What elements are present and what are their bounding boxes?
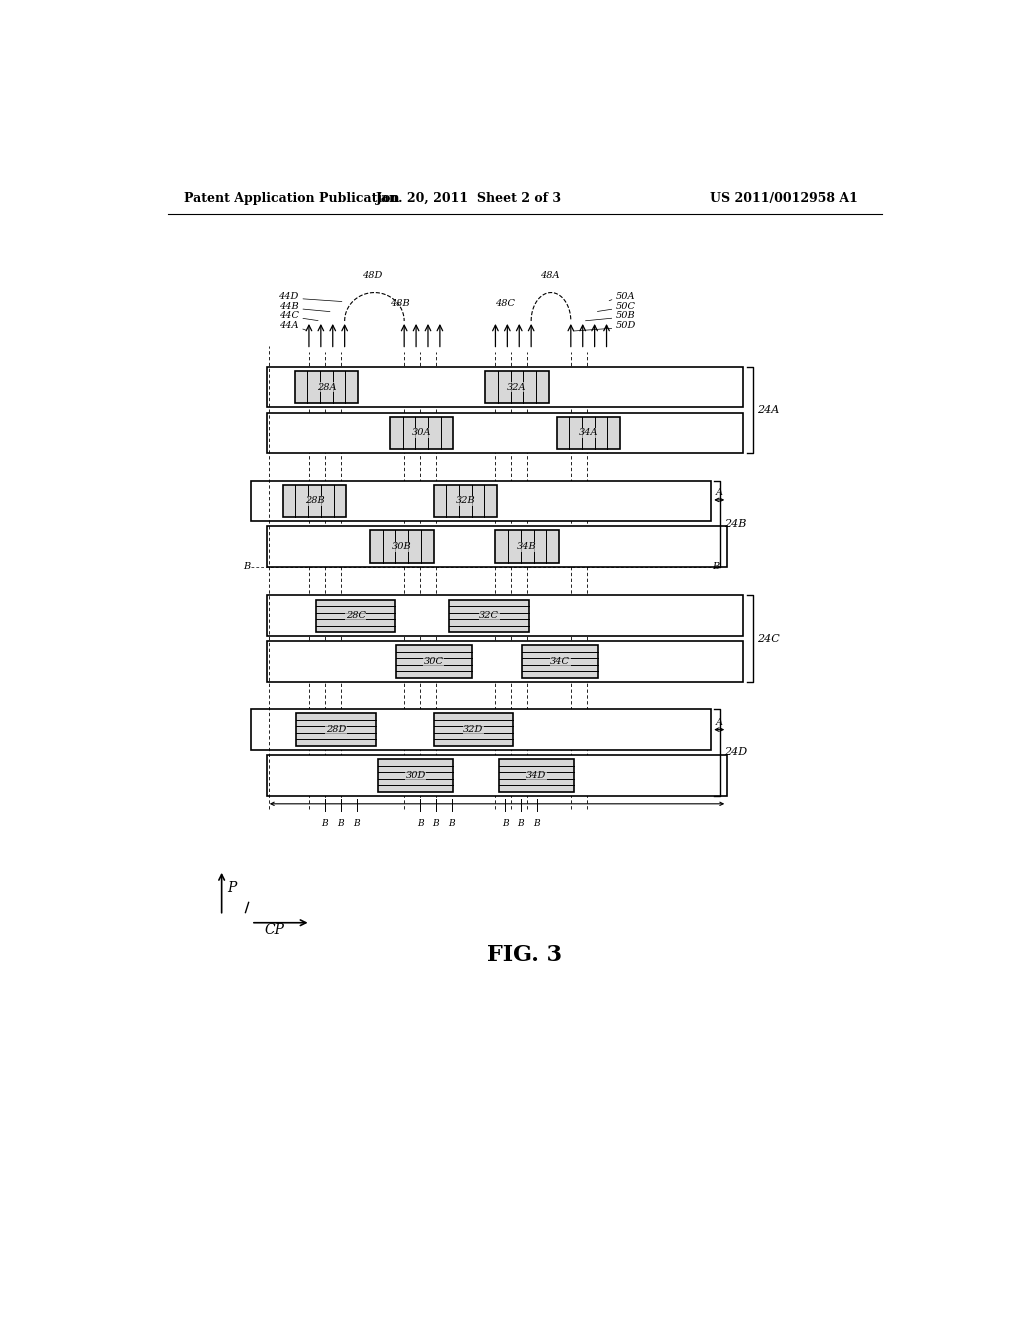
Text: Patent Application Publication: Patent Application Publication	[183, 191, 399, 205]
Text: US 2011/0012958 A1: US 2011/0012958 A1	[711, 191, 858, 205]
Text: B: B	[322, 818, 328, 828]
Bar	[283, 484, 346, 517]
Text: B: B	[417, 818, 423, 828]
Text: 28B: 28B	[305, 496, 325, 506]
Text: B: B	[712, 562, 719, 572]
Text: B: B	[432, 818, 439, 828]
Text: B: B	[337, 818, 344, 828]
Text: B: B	[449, 818, 455, 828]
Text: B: B	[353, 818, 359, 828]
Text: 50A: 50A	[616, 292, 636, 301]
Bar	[370, 531, 433, 562]
Text: 30A: 30A	[412, 428, 431, 437]
Text: P: P	[227, 882, 237, 895]
Text: 24A: 24A	[758, 405, 779, 414]
Text: 50B: 50B	[616, 312, 636, 319]
Text: 30D: 30D	[406, 771, 426, 780]
Text: 28D: 28D	[326, 725, 346, 734]
Text: B: B	[534, 818, 540, 828]
Text: 50C: 50C	[616, 302, 636, 310]
Text: B: B	[244, 562, 251, 572]
Text: 48B: 48B	[390, 298, 410, 308]
Text: 34C: 34C	[550, 657, 570, 667]
Text: 30B: 30B	[392, 543, 412, 552]
Text: 44D: 44D	[279, 292, 299, 301]
Text: 32A: 32A	[507, 383, 526, 392]
Bar	[316, 599, 395, 632]
Bar	[267, 527, 727, 568]
Text: CP: CP	[265, 923, 285, 937]
Bar	[485, 371, 549, 404]
Text: 24C: 24C	[758, 634, 780, 644]
Text: FIG. 3: FIG. 3	[487, 944, 562, 966]
Bar	[296, 713, 376, 746]
Text: 50D: 50D	[616, 321, 637, 330]
Text: Jan. 20, 2011  Sheet 2 of 3: Jan. 20, 2011 Sheet 2 of 3	[376, 191, 562, 205]
Text: 32C: 32C	[479, 611, 499, 620]
Text: 48C: 48C	[495, 298, 515, 308]
Text: 48A: 48A	[541, 272, 560, 280]
Bar	[433, 713, 513, 746]
Text: 32B: 32B	[456, 496, 475, 506]
Text: 44B: 44B	[279, 302, 299, 310]
Bar	[267, 367, 743, 408]
Text: 28A: 28A	[316, 383, 336, 392]
Bar	[267, 413, 743, 453]
Bar	[251, 480, 712, 521]
Bar	[496, 531, 559, 562]
Text: B: B	[502, 818, 508, 828]
Text: A: A	[716, 488, 723, 496]
Bar	[433, 484, 497, 517]
Bar	[251, 709, 712, 750]
Bar	[557, 417, 621, 449]
Text: 34D: 34D	[526, 771, 547, 780]
Text: 44C: 44C	[279, 312, 299, 319]
Bar	[267, 642, 743, 682]
Bar	[295, 371, 358, 404]
Text: 24D: 24D	[724, 747, 748, 758]
Text: B: B	[517, 818, 524, 828]
Text: 24B: 24B	[724, 519, 746, 529]
Text: 48D: 48D	[362, 272, 383, 280]
Bar	[396, 645, 472, 677]
Bar	[267, 755, 727, 796]
Text: 34A: 34A	[579, 428, 598, 437]
Bar	[450, 599, 528, 632]
Text: 30C: 30C	[424, 657, 444, 667]
Bar	[267, 595, 743, 636]
Text: 34B: 34B	[517, 543, 537, 552]
Text: 28C: 28C	[346, 611, 366, 620]
Bar	[499, 759, 574, 792]
Text: 44A: 44A	[280, 321, 299, 330]
Bar	[522, 645, 598, 677]
Text: A: A	[716, 718, 723, 726]
Bar	[378, 759, 454, 792]
Bar	[390, 417, 454, 449]
Text: 32D: 32D	[463, 725, 483, 734]
